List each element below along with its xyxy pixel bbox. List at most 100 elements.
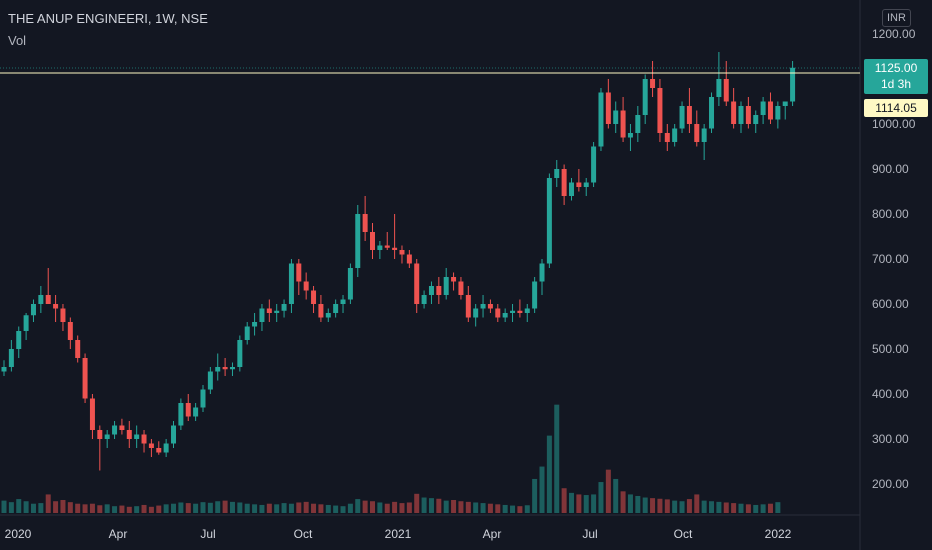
volume-bar [510, 505, 516, 513]
candle-body [259, 308, 265, 322]
volume-bar [8, 502, 14, 513]
volume-bar [568, 492, 574, 513]
volume-bar [399, 503, 405, 513]
y-tick-label: 1000.00 [872, 117, 916, 131]
volume-bar [75, 503, 81, 513]
candle-body [767, 101, 773, 120]
volume-bar [473, 502, 479, 513]
volume-bar [517, 506, 523, 513]
candle-body [568, 182, 574, 196]
y-tick-label: 500.00 [872, 342, 909, 356]
candle-body [200, 389, 206, 408]
candle-body [126, 430, 132, 439]
volume-bar [370, 501, 375, 513]
candle-body [760, 101, 766, 115]
volume-bar [259, 504, 265, 513]
volume-bar [340, 506, 346, 513]
volume-bar [237, 502, 243, 513]
volume-bar [16, 499, 22, 513]
volume-bar [141, 504, 147, 513]
candle-body [576, 182, 582, 187]
volume-bar [598, 482, 604, 513]
candle-body [362, 214, 368, 232]
candle-body [38, 295, 44, 304]
volume-bar [53, 501, 59, 513]
volume-bar [303, 501, 309, 513]
candle-body [406, 254, 412, 264]
candle-body [554, 169, 560, 178]
volume-bar [222, 500, 228, 513]
volume-bar [215, 501, 221, 513]
volume-bar [229, 501, 235, 513]
volume-bar [82, 504, 88, 513]
volume-bar [30, 503, 36, 513]
volume-bar [731, 503, 737, 513]
candle-body [67, 322, 73, 340]
volume-bar [377, 502, 383, 513]
volume-bar [679, 501, 685, 513]
volume-bar [701, 500, 707, 513]
volume-bar [325, 504, 331, 513]
candle-body [53, 304, 59, 309]
volume-bar [613, 478, 619, 513]
volume-bar [465, 501, 471, 513]
x-tick-label: 2020 [5, 527, 32, 541]
y-tick-label: 800.00 [872, 207, 909, 221]
candle-body [598, 92, 604, 147]
candle-body [222, 367, 228, 370]
candle-body [627, 133, 633, 138]
candle-body [193, 407, 199, 417]
candle-body [207, 371, 213, 390]
volume-bar [657, 498, 663, 513]
candle-body [443, 277, 449, 295]
candle-body [141, 434, 147, 444]
candle-body [23, 315, 29, 331]
candle-body [650, 79, 656, 88]
candle-body [561, 169, 567, 196]
candle-body [318, 304, 324, 318]
volume-bar [591, 494, 597, 513]
candle-body [532, 281, 538, 309]
candle-body [591, 146, 597, 183]
y-tick-label: 200.00 [872, 477, 909, 491]
candle-body [252, 322, 258, 327]
volume-bar [414, 493, 420, 513]
volume-bar [347, 503, 353, 513]
candle-body [229, 367, 235, 370]
volume-bar [392, 501, 398, 513]
volume-bar [274, 504, 280, 513]
candle-body [8, 349, 14, 367]
candle-body [421, 295, 427, 304]
volume-bar [561, 488, 567, 513]
volume-bar [355, 499, 361, 513]
candle-body [347, 268, 353, 300]
candle-body [458, 281, 464, 295]
candle-body [274, 310, 280, 313]
candle-body [613, 110, 619, 124]
volume-bar [252, 504, 258, 513]
candle-body [679, 106, 685, 129]
candle-body [694, 124, 700, 142]
volume-bar [163, 504, 169, 513]
x-tick-label: Jul [200, 527, 215, 541]
candle-body [392, 247, 398, 250]
volume-bar [480, 503, 486, 513]
last-price: 1125.00 [874, 61, 918, 75]
candle-body [163, 443, 169, 453]
candle-body [465, 295, 471, 318]
currency-badge[interactable]: INR [882, 9, 911, 27]
candle-body [215, 367, 221, 372]
volume-bar [760, 504, 766, 513]
volume-bar [716, 501, 722, 513]
candle-body [30, 304, 36, 316]
candle-body [583, 182, 589, 187]
volume-bar [620, 491, 626, 513]
volume-bar [635, 495, 641, 513]
volume-bar [311, 503, 317, 513]
volume-bar [664, 499, 670, 513]
volume-bar [421, 497, 427, 513]
candle-body [510, 310, 516, 313]
volume-bar [104, 504, 110, 513]
volume-bar [458, 501, 464, 513]
